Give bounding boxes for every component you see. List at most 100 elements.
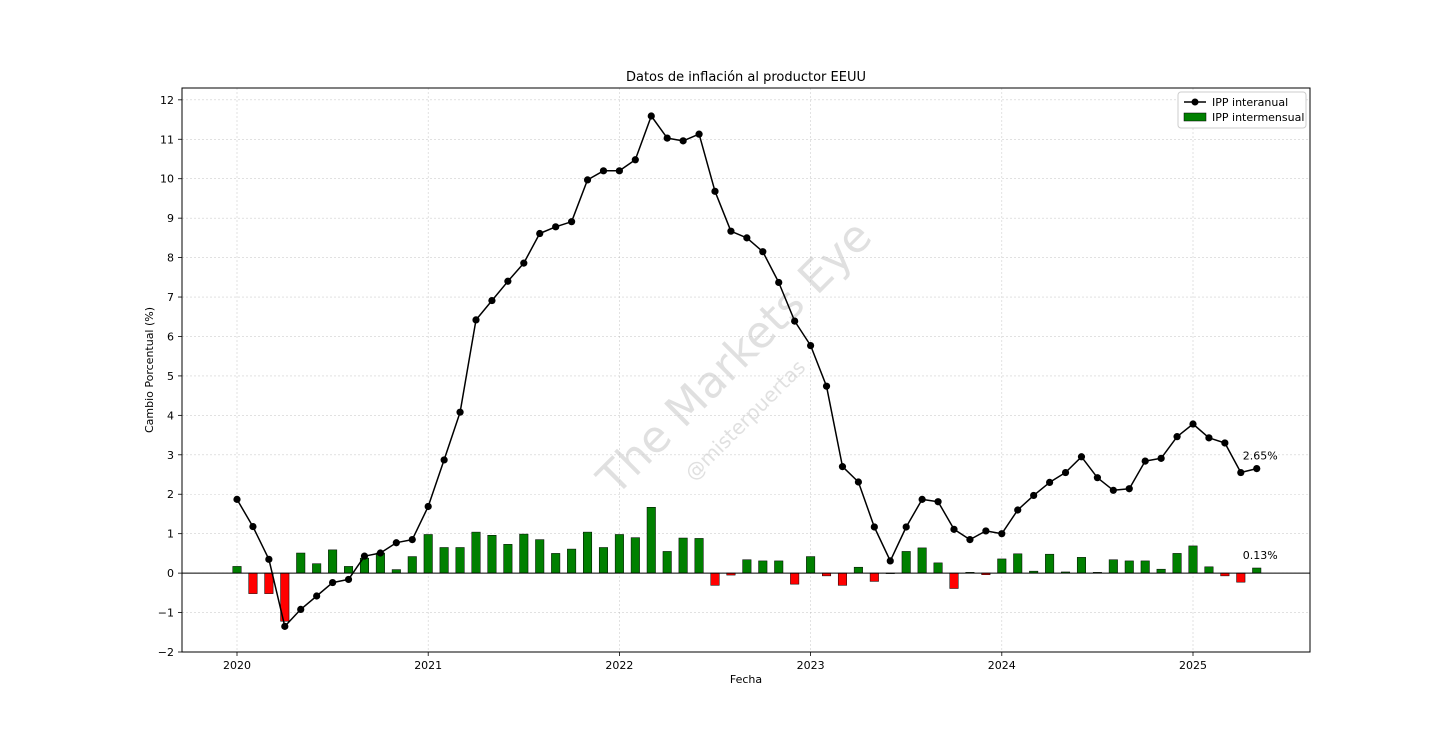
y-tick-label: 9 [167, 212, 174, 225]
line-point [966, 535, 974, 544]
bar [407, 556, 417, 574]
line-point [1205, 434, 1213, 442]
line-point [440, 456, 448, 464]
x-tick-label: 2020 [223, 659, 251, 672]
axes [181, 87, 1311, 653]
line-point [1141, 457, 1149, 465]
legend: IPP interanual IPP intermensual [1177, 91, 1307, 129]
line-series [233, 112, 1261, 630]
x-tick-label: 2023 [797, 659, 825, 672]
y-tick-label: 1 [167, 528, 174, 541]
annotation-label: 0.13% [1243, 549, 1278, 562]
bar [1124, 560, 1134, 574]
bar [264, 572, 274, 594]
y-tick-label: 8 [167, 252, 174, 265]
bar-series [232, 507, 1262, 622]
y-tick-label: 4 [167, 409, 174, 422]
line-point [297, 605, 305, 614]
line-point [918, 495, 926, 503]
annotation-label: 2.65% [1243, 450, 1278, 463]
x-tick-label: 2022 [605, 659, 633, 672]
line-point [886, 557, 894, 565]
plot-frame [181, 87, 1311, 653]
bar [232, 566, 242, 574]
bar [710, 572, 720, 586]
line-point [360, 552, 369, 560]
bar [1156, 568, 1166, 574]
line-point [822, 382, 831, 390]
line-point [392, 539, 400, 547]
line-point [1237, 468, 1245, 477]
line-point [504, 277, 512, 285]
bar [678, 537, 688, 574]
bar [1204, 566, 1214, 574]
line-point [1173, 433, 1181, 441]
bar [1252, 567, 1262, 574]
line-point [727, 227, 735, 235]
bar [614, 534, 624, 574]
line-point [854, 478, 863, 486]
x-tick-label: 2025 [1179, 659, 1207, 672]
line-point [1253, 465, 1261, 473]
bar [630, 537, 640, 574]
bar [774, 560, 784, 574]
line-point [281, 622, 289, 630]
bar [248, 572, 258, 594]
legend-label-bar: IPP intermensual [1212, 111, 1304, 124]
bar [662, 551, 672, 574]
bar [646, 507, 656, 574]
legend-label-line: IPP interanual [1212, 96, 1288, 109]
line-point [759, 248, 767, 256]
line-point [695, 130, 703, 138]
y-tick-label: −1 [158, 607, 174, 620]
line-point [679, 137, 687, 145]
line-point [807, 341, 815, 350]
legend-box [1177, 91, 1307, 129]
line-point [265, 555, 273, 563]
bar [391, 569, 401, 574]
y-tick-label: −2 [158, 646, 174, 659]
bar [806, 556, 816, 574]
bar [328, 549, 338, 574]
y-tick-label: 12 [160, 94, 174, 107]
line-point [424, 502, 432, 511]
bar [869, 572, 879, 582]
line-point [743, 234, 751, 242]
line-point [775, 278, 783, 287]
line-point [583, 176, 592, 184]
y-tick-label: 11 [160, 133, 174, 146]
bar [949, 572, 959, 589]
bar [1076, 557, 1086, 574]
line-point [647, 112, 655, 120]
line-point [249, 522, 257, 531]
bar [853, 566, 863, 574]
line-point [1093, 474, 1101, 482]
line-point [934, 498, 942, 506]
x-tick-label: 2024 [988, 659, 1016, 672]
bar [933, 562, 943, 574]
line-point [472, 316, 480, 324]
line-point [536, 229, 544, 238]
y-tick-label: 5 [167, 370, 174, 383]
bar [487, 535, 497, 574]
chart-title: Datos de inflación al productor EEUU [626, 70, 866, 85]
bar [455, 547, 465, 574]
x-tick-label: 2021 [414, 659, 442, 672]
line-point [1125, 485, 1133, 493]
bar [567, 548, 577, 574]
line-point [1221, 439, 1229, 447]
bar [997, 558, 1007, 574]
bar [742, 559, 752, 574]
line-point [998, 530, 1006, 538]
bar [790, 572, 800, 585]
bar [519, 533, 529, 574]
line-point [408, 535, 416, 544]
line-point [631, 156, 639, 164]
line-point [791, 317, 799, 325]
line-point [456, 408, 464, 416]
line-point [902, 523, 910, 531]
line-point [1077, 453, 1086, 461]
line-point [838, 463, 847, 471]
line-point [1030, 491, 1038, 500]
line-point [233, 495, 241, 503]
